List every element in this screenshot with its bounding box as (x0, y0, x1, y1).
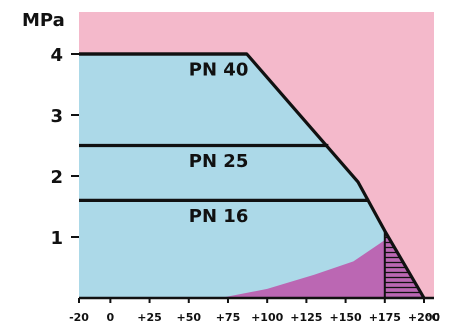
purple-zone (220, 240, 385, 298)
x-tick-label-2: +25 (137, 311, 162, 324)
x-tick-label-8: +175 (369, 311, 401, 324)
pn-label-2: PN 16 (189, 206, 249, 227)
x-tick-label-6: +125 (290, 311, 322, 324)
x-tick-label-5: +100 (251, 311, 284, 324)
pn-label-0: PN 40 (189, 59, 249, 80)
y-tick-label-0: 1 (50, 228, 63, 249)
x-tick-label-9: +200 (408, 311, 441, 324)
y-tick-label-1: 2 (50, 167, 63, 188)
x-tick-label-0: -20 (69, 311, 89, 324)
x-tick-label-7: +150 (330, 311, 363, 324)
x-tick-label-3: +50 (177, 311, 202, 324)
y-tick-label-2: 3 (50, 106, 63, 127)
y-axis-unit: MPa (22, 10, 65, 31)
x-tick-label-4: +75 (216, 311, 241, 324)
pn-label-1: PN 25 (189, 151, 249, 172)
x-tick-label-1: 0 (107, 311, 115, 324)
x-axis-unit: °C (426, 311, 440, 324)
y-tick-label-3: 4 (50, 45, 63, 66)
safe-operating-area (79, 54, 424, 298)
